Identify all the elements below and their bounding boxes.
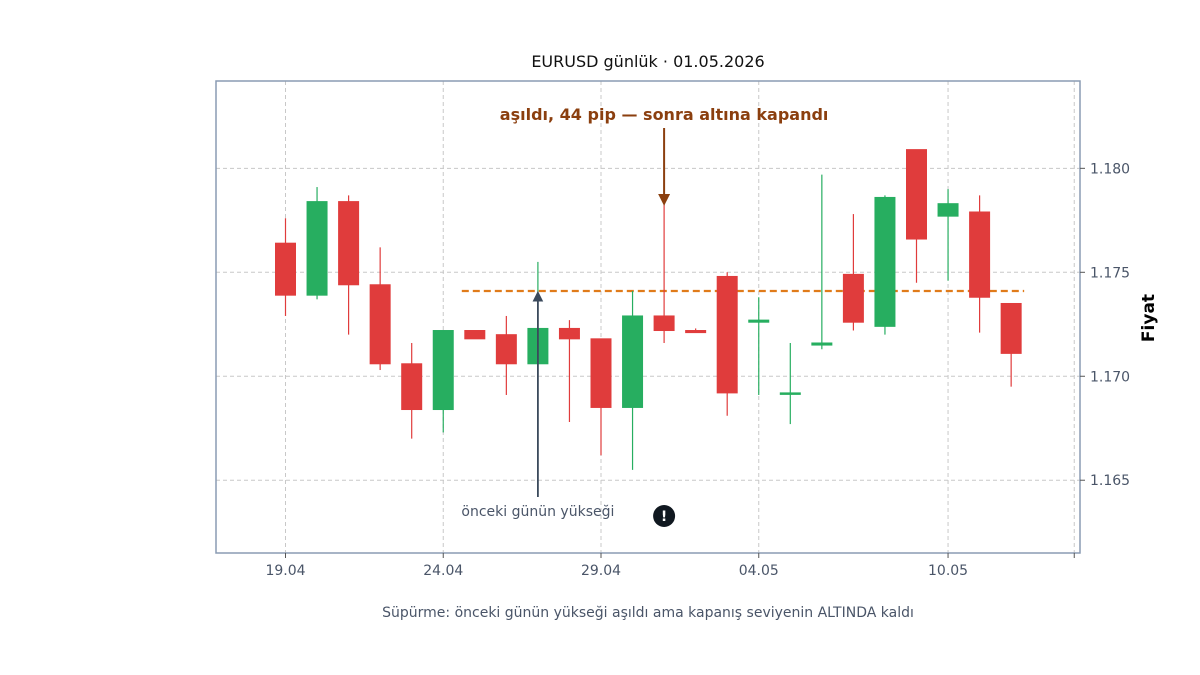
- x-tick-label: 04.05: [739, 563, 779, 579]
- grid: [216, 81, 1080, 553]
- candle-body: [906, 149, 927, 240]
- y-axis: 1.165 1.170 1.175 1.180: [1080, 161, 1130, 489]
- candle-body: [622, 315, 644, 408]
- chart-title: EURUSD günlük · 01.05.2026: [531, 52, 764, 71]
- warning-icon: [653, 505, 676, 527]
- candle-body: [969, 211, 991, 298]
- candle-body: [874, 196, 896, 327]
- candle-body: [401, 363, 423, 411]
- y-tick-label: 1.180: [1090, 161, 1130, 177]
- candle-body: [685, 330, 707, 334]
- plot-frame: [215, 80, 1081, 554]
- candle-body: [653, 315, 675, 332]
- y-axis-label: Fiyat: [1139, 294, 1159, 342]
- candle-body: [842, 273, 864, 323]
- candle-body: [590, 338, 612, 408]
- warning-icon-glyph: !: [661, 509, 667, 525]
- x-tick-label: 24.04: [423, 563, 463, 579]
- x-axis: 19.04 24.04 29.04 04.05 10.05: [265, 553, 1075, 579]
- candle-body: [275, 242, 296, 296]
- x-tick-label: 19.04: [265, 563, 305, 579]
- candle-body: [464, 330, 486, 340]
- chart-footer-note: Süpürme: önceki günün yükseği aşıldı ama…: [382, 605, 914, 621]
- candle-body: [338, 201, 360, 286]
- candle-body: [1000, 302, 1022, 354]
- x-tick-label: 10.05: [928, 563, 968, 579]
- candle-body: [432, 330, 454, 411]
- y-tick-label: 1.175: [1090, 265, 1130, 281]
- candles: [275, 149, 1022, 470]
- candle-body: [306, 201, 328, 296]
- candle-body: [748, 319, 770, 323]
- x-tick-label: 29.04: [581, 563, 621, 579]
- candle-body: [937, 203, 959, 217]
- prev-high-annotation-label: önceki günün yükseği: [461, 504, 614, 520]
- candle-body: [369, 284, 391, 365]
- candle-body: [779, 392, 801, 395]
- candle-body: [495, 334, 517, 365]
- candle-body: [558, 327, 580, 340]
- candle-body: [811, 342, 833, 346]
- sweep-annotation-label: aşıldı, 44 pip — sonra altına kapandı: [500, 105, 829, 124]
- candle-body: [716, 275, 738, 394]
- y-tick-label: 1.170: [1090, 369, 1130, 385]
- y-tick-label: 1.165: [1090, 473, 1130, 489]
- annotations: aşıldı, 44 pip — sonra altına kapandı önc…: [461, 105, 828, 527]
